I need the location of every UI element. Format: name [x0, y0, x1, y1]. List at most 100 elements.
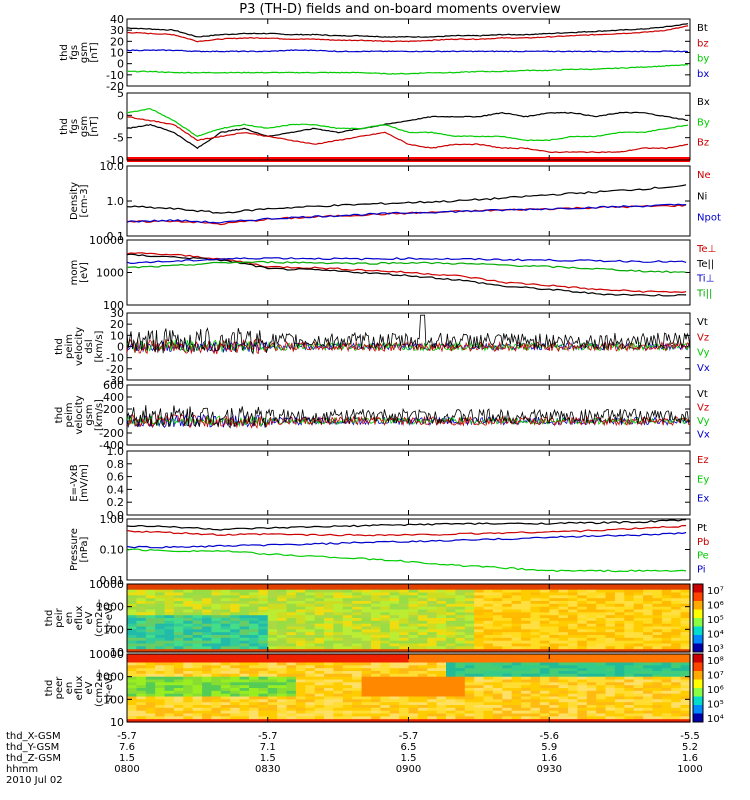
heatmap-cell: [464, 719, 475, 723]
y-tick-label: -20: [106, 80, 124, 93]
heatmap-cell: [511, 710, 522, 715]
heatmap-cell: [361, 699, 372, 703]
heatmap-cell: [464, 679, 475, 683]
heatmap-cell: [596, 682, 607, 686]
heatmap-cell: [267, 637, 278, 642]
heatmap-cell: [427, 623, 438, 628]
heatmap-cell: [239, 668, 250, 672]
heatmap-cell: [633, 662, 644, 666]
heatmap-cell: [164, 612, 175, 616]
y-tick-label: -10: [106, 352, 124, 365]
heatmap-cell: [333, 668, 344, 672]
heatmap-cell: [324, 676, 334, 681]
heatmap-cell: [155, 671, 166, 675]
heatmap-cell: [605, 632, 616, 636]
heatmap-cell: [680, 668, 691, 672]
heatmap-cell: [596, 654, 607, 658]
heatmap-cell: [220, 690, 231, 695]
heatmap-cell: [230, 679, 241, 683]
heatmap-cell: [239, 601, 250, 605]
heatmap-cell: [173, 702, 184, 706]
heatmap-cell: [427, 615, 438, 619]
heatmap-cell: [558, 606, 569, 611]
heatmap-cell: [586, 710, 597, 715]
heatmap-cell: [277, 629, 288, 633]
heatmap-cell: [586, 626, 597, 630]
heatmap-cell: [614, 690, 625, 695]
heatmap-cell: [314, 668, 325, 672]
y-axis-label: [eV]: [79, 262, 90, 283]
heatmap-cell: [230, 635, 241, 639]
heatmap-cell: [305, 659, 316, 664]
heatmap-cell: [333, 649, 344, 653]
heatmap-cell: [624, 626, 635, 630]
heatmap-cell: [539, 656, 550, 661]
heatmap-cell: [155, 606, 166, 611]
heatmap-cell: [586, 601, 597, 605]
y-tick-label: 0.6: [107, 471, 125, 484]
heatmap-cell: [230, 637, 241, 642]
heatmap-cell: [671, 679, 682, 683]
heatmap-cell: [314, 656, 325, 661]
y-tick-label: 0.8: [107, 458, 125, 471]
heatmap-cell: [474, 603, 485, 608]
heatmap-cell: [286, 696, 297, 700]
heatmap-cell: [361, 716, 372, 720]
heatmap-cell: [671, 702, 682, 706]
heatmap-cell: [183, 662, 194, 666]
heatmap-cell: [483, 693, 494, 698]
heatmap-cell: [371, 586, 381, 591]
heatmap-cell: [258, 668, 269, 672]
heatmap-cell: [371, 592, 381, 596]
heatmap-cell: [661, 662, 672, 666]
heatmap-cell: [136, 673, 147, 678]
heatmap-cell: [605, 656, 616, 661]
heatmap-cell: [558, 719, 569, 723]
heatmap-cell: [586, 656, 597, 661]
heatmap-cell: [671, 685, 682, 689]
heatmap-cell: [614, 601, 625, 605]
heatmap-cell: [417, 632, 428, 636]
heatmap-cell: [324, 668, 334, 672]
heatmap-cell: [183, 649, 194, 653]
heatmap-cell: [474, 688, 485, 692]
heatmap-cell: [455, 632, 466, 636]
heatmap-cell: [521, 612, 532, 616]
heatmap-cell: [521, 705, 532, 709]
heatmap-cell: [267, 632, 278, 636]
heatmap-cell: [267, 623, 278, 628]
heatmap-cell: [633, 682, 644, 686]
heatmap-cell: [511, 603, 522, 608]
heatmap-cell: [164, 626, 175, 630]
heatmap-cell: [577, 662, 588, 666]
heatmap-cell: [324, 632, 334, 636]
heatmap-cell: [352, 589, 363, 594]
heatmap-cell: [539, 635, 550, 639]
heatmap-cell: [220, 693, 231, 698]
heatmap-cell: [230, 656, 241, 661]
heatmap-cell: [314, 623, 325, 628]
heatmap-cell: [436, 595, 447, 599]
heatmap-cell: [239, 679, 250, 683]
heatmap-cell: [361, 676, 372, 681]
heatmap-cell: [427, 612, 438, 616]
heatmap-cell: [596, 699, 607, 703]
heatmap-cell: [492, 603, 503, 608]
heatmap-cell: [417, 671, 428, 675]
heatmap-cell: [249, 696, 259, 700]
heatmap-cell: [671, 654, 682, 658]
heatmap-cell: [371, 606, 381, 611]
heatmap-cell: [633, 646, 644, 650]
heatmap-cell: [474, 584, 485, 588]
heatmap-cell: [492, 673, 503, 678]
heatmap-cell: [352, 640, 363, 645]
heatmap-cell: [455, 719, 466, 723]
heatmap-cell: [399, 632, 410, 636]
heatmap-cell: [342, 601, 353, 605]
heatmap-cell: [596, 640, 607, 645]
x-row-label: thd_Y-GSM: [6, 742, 59, 753]
heatmap-cell: [577, 690, 588, 695]
heatmap-cell: [408, 612, 419, 616]
heatmap-cell: [549, 662, 560, 666]
